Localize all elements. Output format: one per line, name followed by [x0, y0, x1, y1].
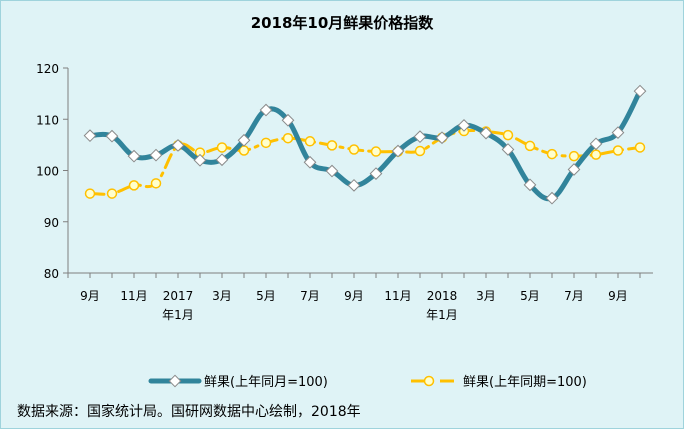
series-layer: [83, 84, 647, 205]
data-point: [567, 163, 581, 176]
x-axis: 9月 11月 2017 年1月 3月 5月 7月 9月 11月 2018 年1月 3月 5月 7月 9月: [67, 272, 653, 322]
x-tick-label: 年1月: [426, 308, 458, 322]
data-point: [216, 142, 228, 153]
data-point: [612, 145, 624, 156]
data-point: [501, 143, 515, 156]
data-point: [149, 148, 163, 162]
data-point: [347, 178, 361, 192]
data-point: [193, 153, 207, 167]
x-tick-label: 11月: [120, 289, 147, 303]
data-point: [523, 178, 537, 192]
data-point: [304, 136, 316, 147]
data-point: [215, 153, 229, 167]
data-point: [524, 140, 536, 152]
y-tick-label: 100: [36, 165, 59, 179]
source-note: 数据来源：国家统计局。国研网数据中心绘制，2018年: [17, 404, 361, 420]
x-tick-label: 11月: [384, 289, 411, 303]
y-tick-label: 90: [44, 216, 59, 230]
data-point: [303, 155, 317, 169]
data-point: [370, 146, 382, 157]
data-point: [106, 188, 118, 199]
data-point: [633, 84, 647, 98]
x-tick-label: 2018: [427, 289, 458, 303]
legend-label-2: 鲜果(上年同期=100): [463, 375, 587, 390]
data-point: [568, 150, 580, 162]
y-tick-label: 120: [36, 62, 59, 76]
data-point: [634, 142, 646, 153]
x-tick-label: 3月: [476, 289, 496, 303]
data-point: [260, 137, 272, 149]
data-point: [282, 132, 294, 144]
data-point: [413, 130, 427, 144]
y-tick-label: 80: [44, 267, 59, 281]
data-point: [128, 180, 140, 191]
data-point: [589, 137, 603, 151]
x-tick-label: 9月: [80, 289, 100, 303]
x-tick-label: 9月: [608, 289, 628, 303]
data-point: [414, 145, 426, 157]
data-point: [457, 119, 471, 132]
x-tick-label: 5月: [520, 289, 540, 303]
legend: 鲜果(上年同月=100) 鲜果(上年同期=100): [148, 374, 587, 390]
x-tick-label: 2017: [163, 289, 194, 303]
data-point: [369, 167, 383, 180]
x-tick-label: 5月: [256, 289, 276, 303]
data-point: [83, 129, 97, 143]
data-point: [84, 188, 96, 199]
data-point: [127, 149, 141, 163]
x-tick-label: 9月: [344, 289, 364, 303]
data-point: [259, 103, 273, 117]
x-tick-label: 年1月: [162, 308, 194, 322]
y-tick-label: 110: [36, 113, 59, 127]
data-point: [611, 126, 625, 139]
series-1: [83, 84, 647, 205]
x-tick-label: 7月: [300, 289, 320, 303]
data-point: [348, 144, 360, 155]
data-point: [391, 144, 405, 158]
data-point: [326, 140, 338, 151]
data-point: [590, 149, 602, 160]
x-tick-label: 7月: [564, 289, 584, 303]
data-point: [479, 126, 493, 140]
data-point: [546, 148, 558, 160]
data-point: [502, 129, 514, 141]
x-tick-label: 3月: [212, 289, 232, 303]
data-point: [281, 113, 295, 127]
legend-label-1: 鲜果(上年同月=100): [204, 375, 328, 390]
data-point: [545, 191, 559, 205]
data-point: [325, 164, 339, 178]
legend-marker-1: [168, 374, 182, 388]
legend-marker-2: [423, 375, 435, 387]
data-point: [435, 131, 449, 145]
chart-title: 2018年10月鲜果价格指数: [251, 14, 435, 32]
data-point: [150, 178, 162, 189]
data-point: [237, 133, 251, 147]
y-axis: 80 90 100 110 120: [36, 62, 69, 281]
data-point: [105, 129, 119, 143]
data-point: [171, 139, 185, 152]
